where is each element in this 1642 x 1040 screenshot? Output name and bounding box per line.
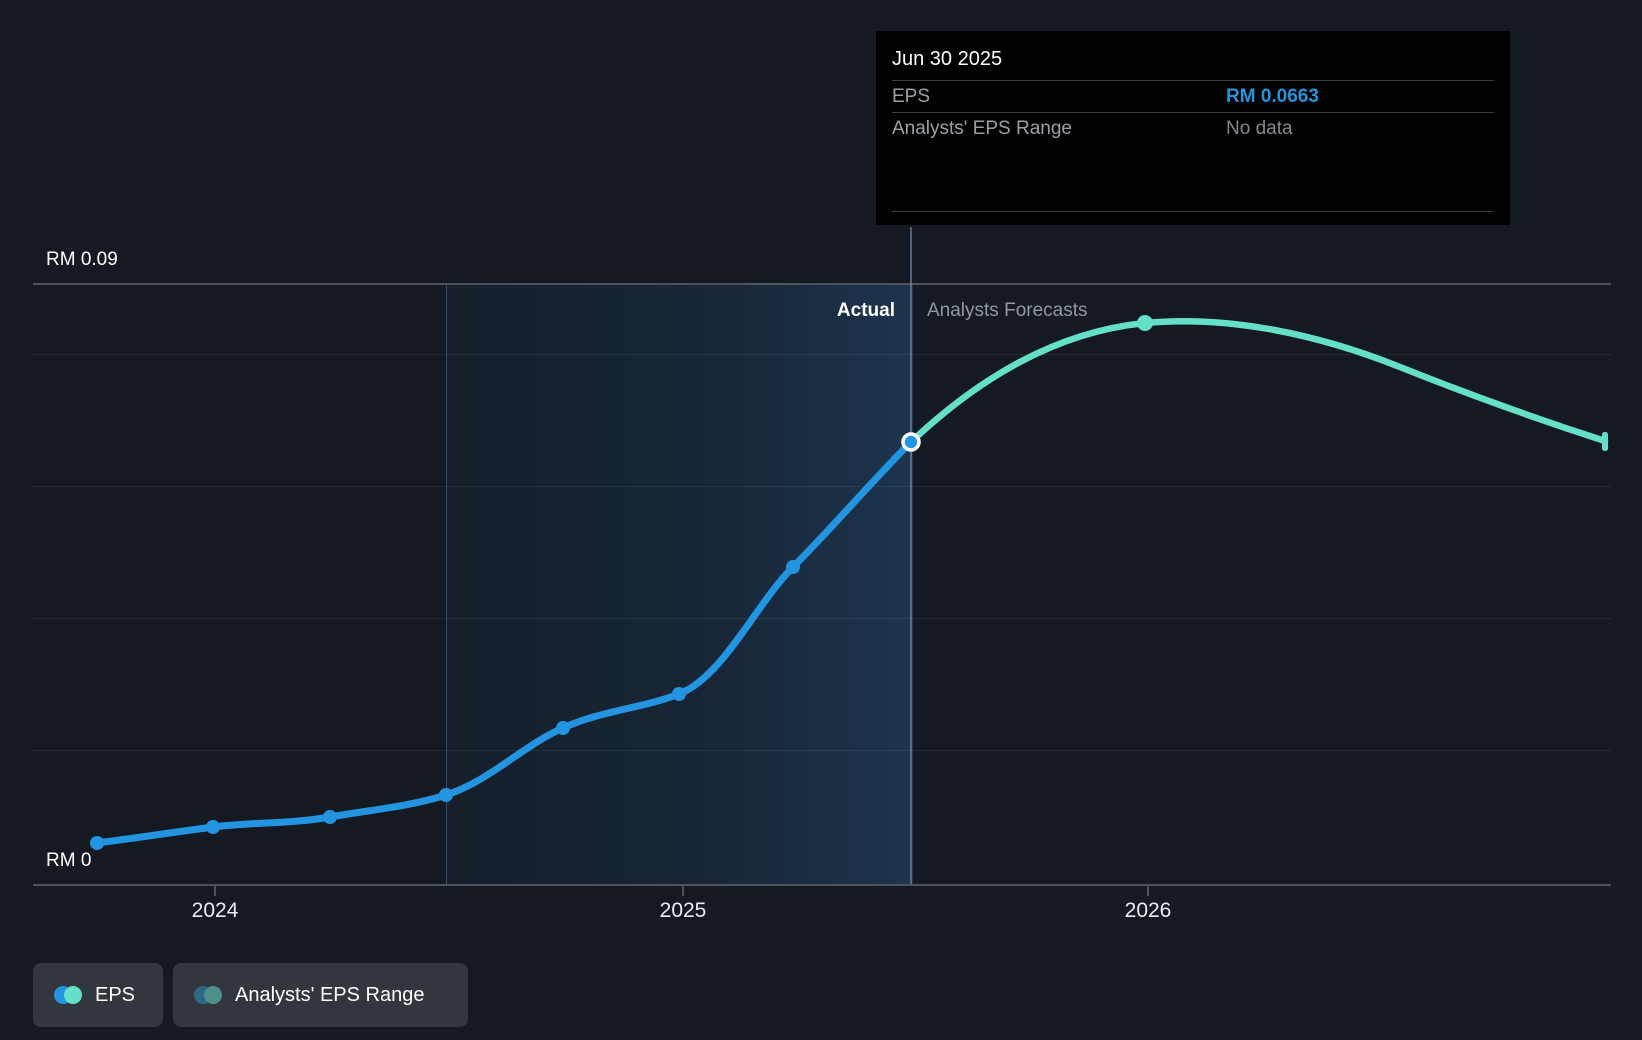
forecast-point-dec-2025[interactable] [1137, 315, 1153, 331]
tooltip-row-eps-range: Analysts' EPS Range No data [892, 112, 1494, 144]
x-axis-line [33, 884, 1611, 886]
legend-button-eps[interactable]: EPS [33, 963, 163, 1027]
eps-forecast-line [907, 318, 1609, 446]
y-axis-zero-label: RM 0 [46, 850, 92, 871]
eps-point-sep-2023[interactable] [90, 836, 104, 850]
actual-highlight-band [446, 283, 913, 884]
tick-2024 [214, 886, 216, 896]
legend-range-label: Analysts' EPS Range [235, 983, 425, 1006]
actual-section-label: Actual [836, 300, 895, 321]
tooltip-eps-label: EPS [892, 85, 931, 107]
eps-point-mar-2024[interactable] [323, 810, 337, 824]
gridline-0-06 [33, 486, 1611, 487]
eps-point-jun-2025-selected[interactable] [901, 432, 921, 452]
eps-point-sep-2024[interactable] [556, 721, 570, 735]
eps-actual-line [93, 438, 915, 847]
gridline-0-08 [33, 354, 1611, 355]
tooltip-range-value: No data [1226, 117, 1293, 139]
y-axis-max-label: RM 0.09 [46, 249, 118, 270]
forecast-line-endcap [1602, 432, 1608, 451]
tooltip-date: Jun 30 2025 [892, 48, 1003, 70]
tooltip-bottom-rule [892, 211, 1494, 212]
eps-point-dec-2024[interactable] [672, 687, 686, 701]
legend-eps-label: EPS [95, 983, 136, 1006]
eps-point-jun-2024[interactable] [439, 788, 453, 802]
legend-button-analysts-eps-range[interactable]: Analysts' EPS Range [173, 963, 468, 1027]
analysts-eps-range-legend-icon [194, 986, 222, 1004]
tooltip-range-label: Analysts' EPS Range [892, 117, 1072, 139]
x-tick-label-2026: 2026 [1124, 899, 1172, 922]
eps-point-mar-2025[interactable] [786, 560, 800, 574]
x-tick-label-2025: 2025 [659, 899, 707, 922]
eps-legend-icon [54, 986, 82, 1004]
chart-tooltip: Jun 30 2025 EPS RM 0.0663 Analysts' EPS … [876, 31, 1510, 225]
forecast-section-label: Analysts Forecasts [927, 300, 1088, 321]
tooltip-row-eps: EPS RM 0.0663 [892, 80, 1494, 112]
actual-forecast-divider [910, 227, 912, 884]
tick-2026 [1147, 886, 1149, 896]
gridline-0-04 [33, 618, 1611, 619]
gridline-0-02 [33, 750, 1611, 751]
gridline-top-bound [33, 283, 1611, 285]
x-tick-label-2024: 2024 [191, 899, 239, 922]
tick-2025 [682, 886, 684, 896]
eps-point-dec-2023[interactable] [206, 820, 220, 834]
tooltip-eps-value: RM 0.0663 [1226, 85, 1319, 107]
